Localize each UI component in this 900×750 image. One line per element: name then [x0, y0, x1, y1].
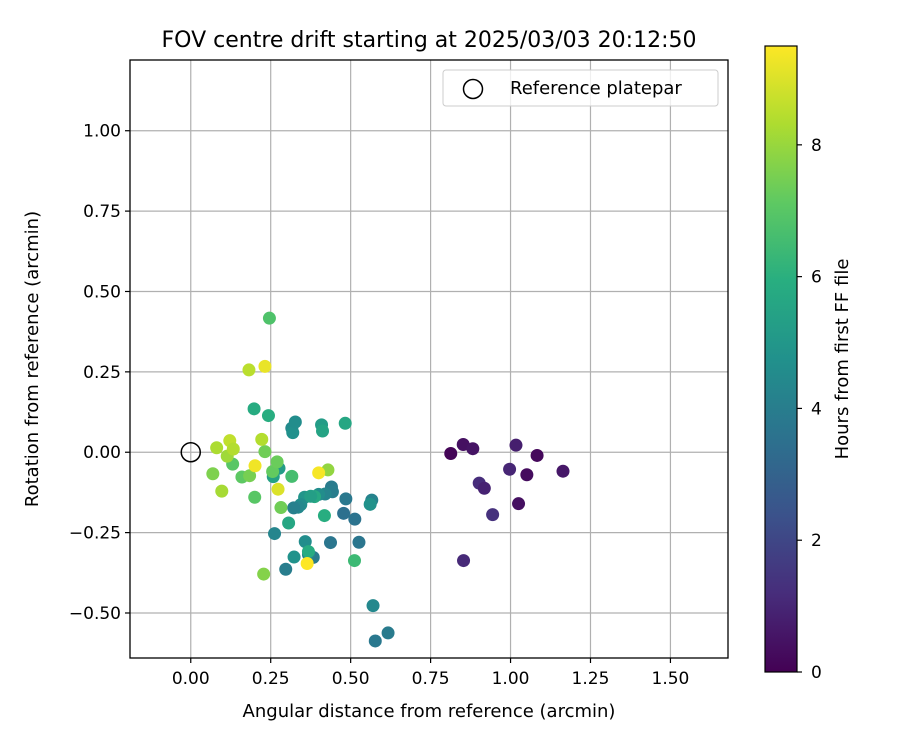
data-point [210, 441, 224, 455]
data-point [503, 462, 517, 476]
colorbar-gradient [764, 45, 798, 673]
data-point [270, 455, 284, 469]
x-tick-label: 0.75 [412, 669, 450, 689]
y-axis-label: Rotation from reference (arcmin) [22, 211, 43, 507]
data-point [243, 469, 257, 483]
reference-marker-layer [180, 441, 202, 463]
data-point [298, 535, 312, 549]
data-point [348, 512, 362, 526]
data-point [287, 501, 301, 515]
x-axis-ticks: 0.00 0.25 0.50 0.75 1.00 1.25 1.50 [172, 658, 690, 689]
legend-entry-reference-platepar: Reference platepar [510, 78, 682, 99]
data-point [248, 490, 262, 504]
data-point [282, 516, 296, 530]
data-point [268, 527, 282, 541]
colorbar-tick-label: 2 [811, 531, 822, 551]
data-point [366, 599, 380, 613]
data-point [258, 445, 272, 459]
data-point [301, 545, 315, 559]
x-tick-label: 1.00 [492, 669, 530, 689]
y-axis-ticks: −0.50 −0.25 0.00 0.25 0.50 0.75 1.00 [69, 122, 130, 624]
data-point [274, 501, 288, 515]
data-point [266, 465, 280, 479]
data-point [206, 467, 220, 481]
x-tick-label: 0.25 [252, 669, 290, 689]
data-point [257, 567, 271, 581]
data-point [317, 509, 331, 523]
x-tick-label: 1.25 [572, 669, 610, 689]
legend: Reference platepar [442, 69, 719, 107]
data-point [271, 482, 285, 496]
data-point [520, 468, 534, 482]
legend-box [442, 69, 719, 107]
data-point [338, 416, 352, 430]
y-tick-label: 0.00 [83, 443, 121, 463]
data-point [285, 469, 299, 483]
y-tick-label: −0.25 [69, 524, 121, 544]
data-point [312, 466, 326, 480]
colorbar: 0 2 4 6 8 Hours from first FF file [764, 45, 853, 683]
plot-frame [129, 59, 729, 659]
y-tick-label: 0.50 [83, 282, 121, 302]
data-point [363, 497, 377, 511]
data-point [300, 556, 314, 570]
data-point [466, 442, 480, 456]
data-point [248, 459, 262, 473]
data-point [288, 415, 302, 429]
data-point [262, 311, 276, 325]
data-point [261, 409, 275, 423]
data-point [242, 363, 256, 377]
data-point [512, 497, 526, 511]
data-point [215, 484, 229, 498]
data-point [444, 447, 458, 461]
data-point [368, 634, 382, 648]
data-point [258, 359, 272, 373]
data-points [206, 311, 570, 648]
data-point [347, 554, 361, 568]
data-point [287, 550, 301, 564]
data-point [286, 426, 300, 440]
data-point [509, 438, 523, 452]
data-point [337, 506, 351, 520]
data-point [279, 562, 293, 576]
colorbar-tick-label: 4 [811, 399, 822, 419]
data-point [324, 536, 338, 550]
data-point [381, 626, 395, 640]
chart-title: FOV centre drift starting at 2025/03/03 … [162, 28, 697, 53]
y-tick-label: 0.25 [83, 363, 121, 383]
colorbar-tick-label: 0 [811, 663, 822, 683]
x-tick-label: 0.50 [332, 669, 370, 689]
data-point [530, 448, 544, 462]
colorbar-tick-label: 6 [811, 268, 822, 288]
x-axis-label: Angular distance from reference (arcmin) [243, 701, 616, 722]
colorbar-ticks: 0 2 4 6 8 [797, 136, 822, 683]
data-point [486, 508, 500, 522]
x-tick-label: 1.50 [652, 669, 690, 689]
x-tick-label: 0.00 [172, 669, 210, 689]
y-tick-label: 1.00 [83, 122, 121, 142]
data-point [352, 535, 366, 549]
data-point [316, 424, 330, 438]
data-point [477, 481, 491, 495]
y-tick-label: 0.75 [83, 202, 121, 222]
data-point [255, 432, 269, 446]
data-point [556, 464, 570, 478]
colorbar-label: Hours from first FF file [832, 259, 853, 460]
data-point [226, 442, 240, 456]
data-point [339, 492, 353, 506]
grid-lines [130, 60, 728, 658]
legend-reference-marker-icon [462, 78, 484, 100]
reference-platepar-marker [180, 441, 202, 463]
y-tick-label: −0.50 [69, 604, 121, 624]
data-point [457, 554, 471, 568]
colorbar-tick-label: 8 [811, 136, 822, 156]
data-point [247, 402, 261, 416]
data-point [304, 489, 318, 503]
